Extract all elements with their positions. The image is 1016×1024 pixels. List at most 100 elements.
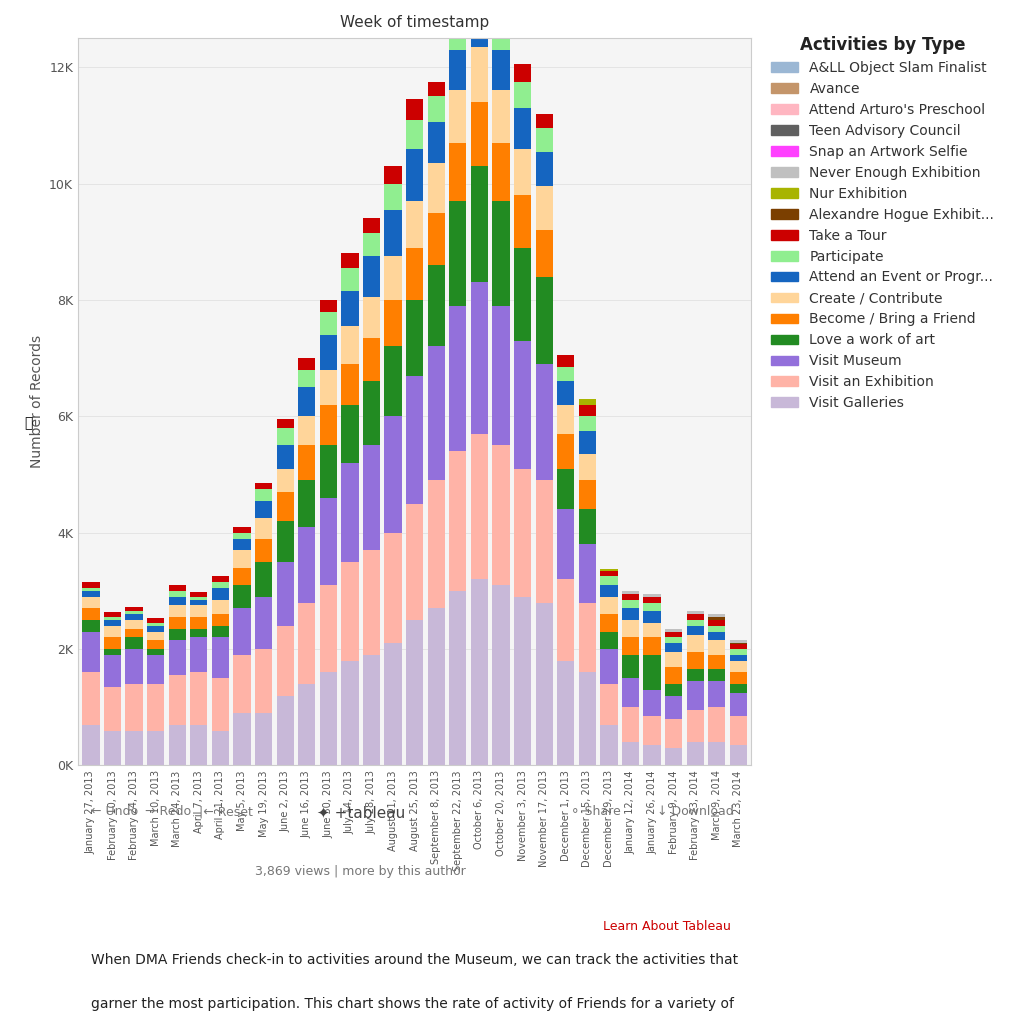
Bar xyxy=(211,614,229,626)
Bar xyxy=(406,120,424,148)
Text: When DMA Friends check-in to activities around the Museum, we can track the acti: When DMA Friends check-in to activities … xyxy=(91,952,739,967)
Bar xyxy=(449,90,466,142)
Text: ⚬ Share: ⚬ Share xyxy=(570,805,620,818)
Bar xyxy=(341,326,359,364)
Bar xyxy=(514,82,531,108)
Bar xyxy=(514,341,531,469)
Bar xyxy=(470,166,488,283)
Bar xyxy=(535,114,553,128)
Bar xyxy=(514,597,531,765)
Bar xyxy=(600,649,618,684)
Bar xyxy=(514,65,531,82)
Bar xyxy=(643,655,660,690)
Text: ↓ Download: ↓ Download xyxy=(657,805,734,818)
Bar xyxy=(729,684,747,692)
Bar xyxy=(493,201,510,306)
Bar xyxy=(298,445,315,480)
Bar xyxy=(406,300,424,376)
Bar xyxy=(729,660,747,673)
Bar xyxy=(535,186,553,230)
Bar xyxy=(255,518,272,539)
Bar xyxy=(687,626,704,635)
Bar xyxy=(169,640,186,675)
Bar xyxy=(341,253,359,268)
Bar xyxy=(255,562,272,597)
Bar xyxy=(493,585,510,765)
Bar xyxy=(600,725,618,765)
Bar xyxy=(320,311,337,335)
Bar xyxy=(147,632,165,640)
Bar xyxy=(428,163,445,213)
Bar xyxy=(255,649,272,713)
Bar xyxy=(449,591,466,765)
Bar xyxy=(643,637,660,655)
Bar xyxy=(234,608,251,655)
Text: → Redo: → Redo xyxy=(145,805,191,818)
Bar xyxy=(384,300,401,346)
Bar xyxy=(384,532,401,643)
Bar xyxy=(687,681,704,711)
Bar xyxy=(169,585,186,591)
Bar xyxy=(125,606,142,611)
Bar xyxy=(622,594,639,600)
Bar xyxy=(211,588,229,600)
Bar xyxy=(493,90,510,142)
Bar xyxy=(211,626,229,637)
Bar xyxy=(82,673,100,725)
Bar xyxy=(363,233,380,256)
Bar xyxy=(449,306,466,452)
Bar xyxy=(341,660,359,765)
Bar xyxy=(406,620,424,765)
Bar xyxy=(147,623,165,626)
Bar xyxy=(557,580,574,660)
Bar xyxy=(169,605,186,617)
Bar xyxy=(687,711,704,742)
Bar xyxy=(643,745,660,765)
Bar xyxy=(708,626,725,632)
Bar xyxy=(600,614,618,632)
Bar xyxy=(104,637,121,649)
Bar xyxy=(341,291,359,326)
Bar xyxy=(428,213,445,265)
Bar xyxy=(82,725,100,765)
Bar xyxy=(211,637,229,678)
Bar xyxy=(169,591,186,597)
Bar xyxy=(406,148,424,201)
Bar xyxy=(449,20,466,50)
Bar xyxy=(147,626,165,632)
Bar xyxy=(665,643,683,652)
Bar xyxy=(449,50,466,90)
Bar xyxy=(363,297,380,338)
Bar xyxy=(234,539,251,550)
Bar xyxy=(320,370,337,404)
Bar xyxy=(169,597,186,605)
Bar xyxy=(363,218,380,233)
Bar xyxy=(147,684,165,730)
Y-axis label: Number of Records: Number of Records xyxy=(29,335,44,468)
Bar xyxy=(729,643,747,644)
Bar xyxy=(276,445,294,469)
Bar xyxy=(600,570,618,577)
Bar xyxy=(643,611,660,623)
Bar xyxy=(470,102,488,166)
Bar xyxy=(298,370,315,387)
Bar xyxy=(104,617,121,620)
Bar xyxy=(622,655,639,678)
Bar xyxy=(276,626,294,695)
Bar xyxy=(470,580,488,765)
Bar xyxy=(428,123,445,163)
Bar xyxy=(579,545,596,602)
Bar xyxy=(234,713,251,765)
Bar xyxy=(493,142,510,201)
Bar xyxy=(125,684,142,730)
Bar xyxy=(493,445,510,585)
Bar xyxy=(708,640,725,655)
Bar xyxy=(234,527,251,532)
Bar xyxy=(125,620,142,629)
Bar xyxy=(298,602,315,684)
Bar xyxy=(708,614,725,617)
Bar xyxy=(341,463,359,562)
Bar xyxy=(665,667,683,684)
Bar xyxy=(234,585,251,608)
Bar xyxy=(687,742,704,765)
